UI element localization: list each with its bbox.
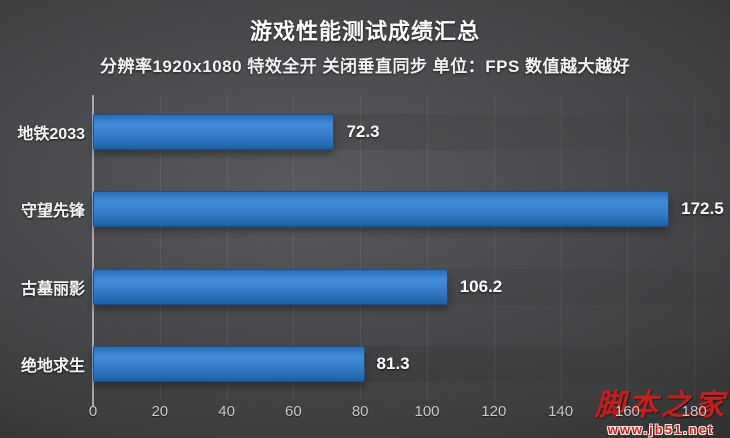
value-label: 172.5 <box>681 199 724 219</box>
tick-label-40: 40 <box>218 403 235 420</box>
watermark-site-url: www.jb51.net <box>607 422 715 437</box>
value-label: 72.3 <box>346 122 380 141</box>
bar-row: 106.2 <box>93 268 730 305</box>
gridline-20 <box>159 95 161 400</box>
bar-守望先锋 <box>93 191 670 228</box>
bar-row: 172.5 <box>93 191 730 228</box>
y-axis-line <box>92 95 94 407</box>
category-label-古墓丽影: 古墓丽影 <box>20 280 85 298</box>
bar-古墓丽影 <box>93 268 448 305</box>
tick-label-0: 0 <box>88 403 98 420</box>
tick-label-180: 180 <box>681 403 707 420</box>
category-label-地铁2033: 地铁2033 <box>17 126 85 143</box>
tick-label-20: 20 <box>151 403 169 420</box>
tick-label-60: 60 <box>285 403 302 420</box>
gridline-100 <box>427 95 428 400</box>
value-label: 81.3 <box>376 354 410 374</box>
bar-绝地求生 <box>93 346 365 383</box>
bar-row: 72.3 <box>93 114 730 150</box>
bar-地铁2033 <box>93 114 335 150</box>
bar-row: 81.3 <box>93 346 730 383</box>
gridline-180 <box>694 95 696 400</box>
tick-label-100: 100 <box>414 403 440 420</box>
chart-header: 游戏性能测试成绩汇总 分辨率1920x1080 特效全开 关闭垂直同步 单位：F… <box>0 14 730 77</box>
chart-subtitle: 分辨率1920x1080 特效全开 关闭垂直同步 单位：FPS 数值越大越好 <box>99 57 631 76</box>
gridline-160 <box>627 95 629 400</box>
value-label: 106.2 <box>459 276 503 296</box>
tick-label-80: 80 <box>351 403 369 420</box>
gridline-60 <box>293 95 295 400</box>
gridline-140 <box>560 95 562 400</box>
chart-title: 游戏性能测试成绩汇总 <box>249 19 480 44</box>
tick-label-140: 140 <box>548 403 574 420</box>
gridline-120 <box>493 95 495 400</box>
plot-area: 72.3 172.5 106.2 81.3 <box>93 95 730 400</box>
category-label-绝地求生: 绝地求生 <box>20 358 85 376</box>
tick-label-160: 160 <box>614 403 640 420</box>
category-label-守望先锋: 守望先锋 <box>20 203 85 221</box>
gridline-40 <box>226 95 228 400</box>
tick-label-120: 120 <box>481 403 507 420</box>
gridline-80 <box>360 95 362 400</box>
